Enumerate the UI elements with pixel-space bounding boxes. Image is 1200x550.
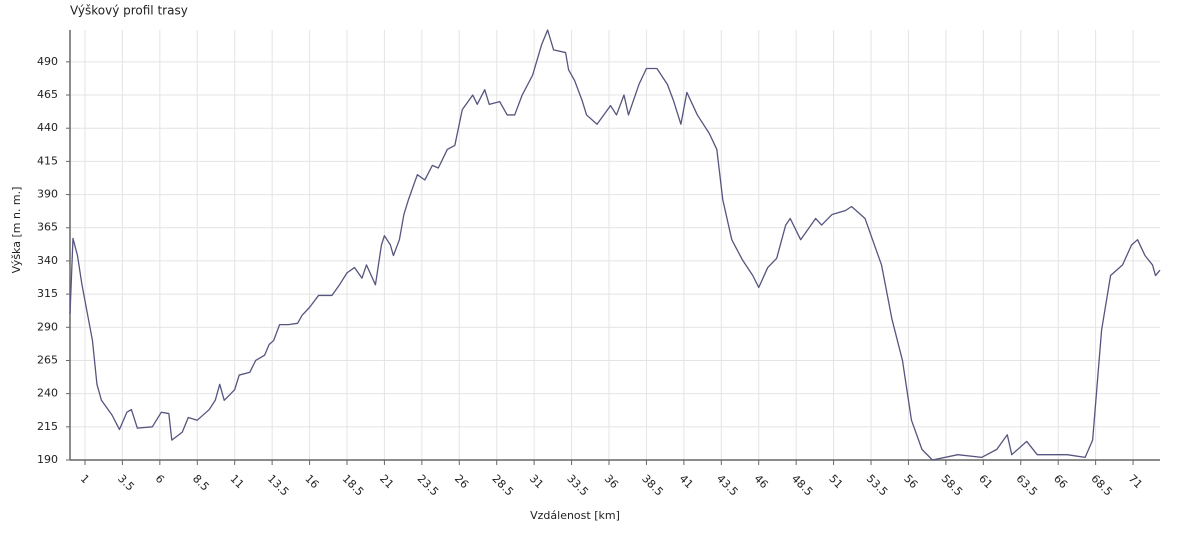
y-tick-label: 290 bbox=[37, 320, 58, 333]
x-tick-label: 28.5 bbox=[489, 472, 516, 499]
x-tick-label: 16 bbox=[302, 472, 321, 491]
x-tick-label: 51 bbox=[826, 472, 845, 491]
x-tick-label: 38.5 bbox=[639, 472, 666, 499]
x-tick-label: 71 bbox=[1126, 472, 1145, 491]
y-tick-label: 390 bbox=[37, 188, 58, 201]
x-tick-label: 36 bbox=[602, 472, 621, 491]
x-tick-label: 6 bbox=[153, 472, 167, 486]
x-tick-label: 58.5 bbox=[939, 472, 966, 499]
x-tick-label: 13.5 bbox=[265, 472, 292, 499]
x-tick-label: 48.5 bbox=[789, 472, 816, 499]
x-tick-label: 53.5 bbox=[864, 472, 891, 499]
y-tick-label: 465 bbox=[37, 88, 58, 101]
x-tick-label: 68.5 bbox=[1088, 472, 1115, 499]
y-tick-label: 440 bbox=[37, 121, 58, 134]
y-tick-label: 265 bbox=[37, 353, 58, 366]
x-tick-label: 46 bbox=[751, 472, 770, 491]
y-tick-label: 190 bbox=[37, 453, 58, 466]
x-tick-label: 63.5 bbox=[1014, 472, 1041, 499]
x-tick-label: 41 bbox=[677, 472, 696, 491]
x-tick-label: 21 bbox=[377, 472, 396, 491]
x-tick-label: 23.5 bbox=[415, 472, 442, 499]
y-tick-label: 365 bbox=[37, 221, 58, 234]
x-tick-label: 43.5 bbox=[714, 472, 741, 499]
x-tick-label: 66 bbox=[1051, 472, 1070, 491]
x-axis-label: Vzdálenost [km] bbox=[530, 509, 620, 522]
x-tick-label: 61 bbox=[976, 472, 995, 491]
x-tick-label: 1 bbox=[78, 472, 92, 486]
y-axis-label: Výška [m n. m.] bbox=[10, 187, 23, 274]
x-tick-label: 26 bbox=[452, 472, 471, 491]
chart-title: Výškový profil trasy bbox=[70, 4, 188, 18]
y-tick-label: 315 bbox=[37, 287, 58, 300]
y-tick-label: 340 bbox=[37, 254, 58, 267]
x-tick-label: 11 bbox=[227, 472, 246, 491]
elevation-line bbox=[69, 29, 1161, 461]
x-tick-label: 31 bbox=[527, 472, 546, 491]
x-tick-label: 18.5 bbox=[340, 472, 367, 499]
y-tick-label: 215 bbox=[37, 420, 58, 433]
y-tick-label: 240 bbox=[37, 387, 58, 400]
x-tick-label: 8.5 bbox=[190, 472, 212, 494]
y-tick-label: 490 bbox=[37, 55, 58, 68]
x-tick-label: 56 bbox=[901, 472, 920, 491]
y-tick-label: 415 bbox=[37, 154, 58, 167]
x-tick-label: 33.5 bbox=[564, 472, 591, 499]
x-tick-label: 3.5 bbox=[115, 472, 137, 494]
